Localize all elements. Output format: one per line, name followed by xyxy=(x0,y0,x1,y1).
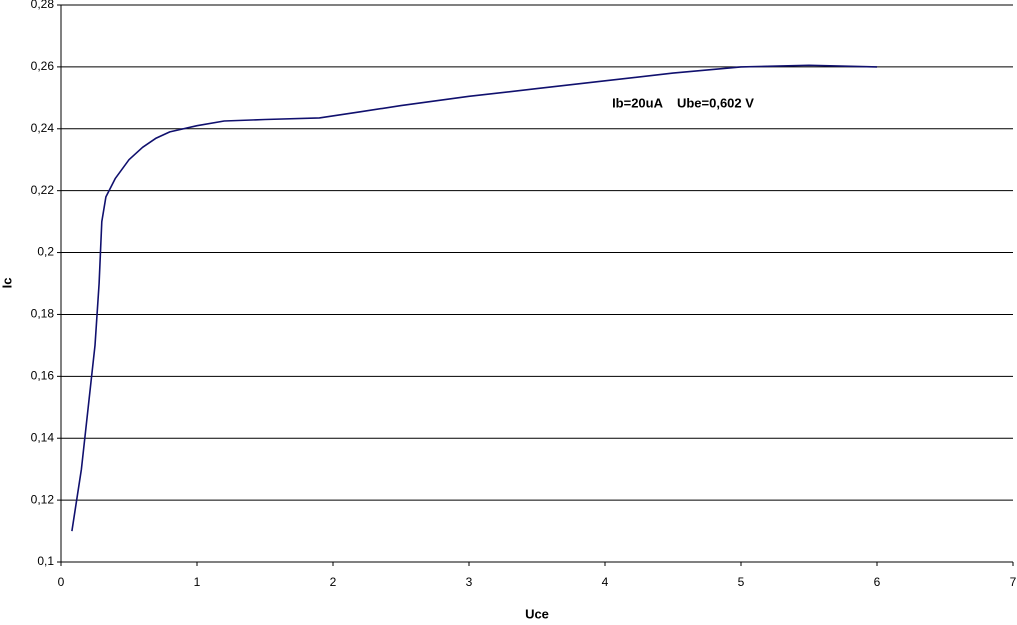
y-tick-label: 0,1 xyxy=(37,554,54,568)
x-tick-label: 3 xyxy=(466,575,473,589)
y-tick-label: 0,18 xyxy=(31,307,55,321)
x-tick-label: 6 xyxy=(874,575,881,589)
y-tick-label: 0,28 xyxy=(31,0,55,11)
y-tick-label: 0,16 xyxy=(31,369,55,383)
x-tick-label: 7 xyxy=(1010,575,1017,589)
y-axis-label: Ic xyxy=(0,278,14,289)
x-tick-label: 4 xyxy=(602,575,609,589)
x-tick-label: 0 xyxy=(58,575,65,589)
annotation: Ib=20uA Ube=0,602 V xyxy=(612,95,754,110)
x-axis-label: Uce xyxy=(525,606,549,621)
y-tick-label: 0,12 xyxy=(31,492,55,506)
x-tick-label: 5 xyxy=(738,575,745,589)
y-tick-label: 0,14 xyxy=(31,430,55,444)
y-tick-label: 0,22 xyxy=(31,183,55,197)
y-tick-label: 0,26 xyxy=(31,59,55,73)
x-tick-label: 2 xyxy=(330,575,337,589)
y-tick-label: 0,24 xyxy=(31,121,55,135)
data-line xyxy=(71,64,878,532)
y-tick-label: 0,2 xyxy=(37,245,54,259)
x-tick-label: 1 xyxy=(194,575,201,589)
